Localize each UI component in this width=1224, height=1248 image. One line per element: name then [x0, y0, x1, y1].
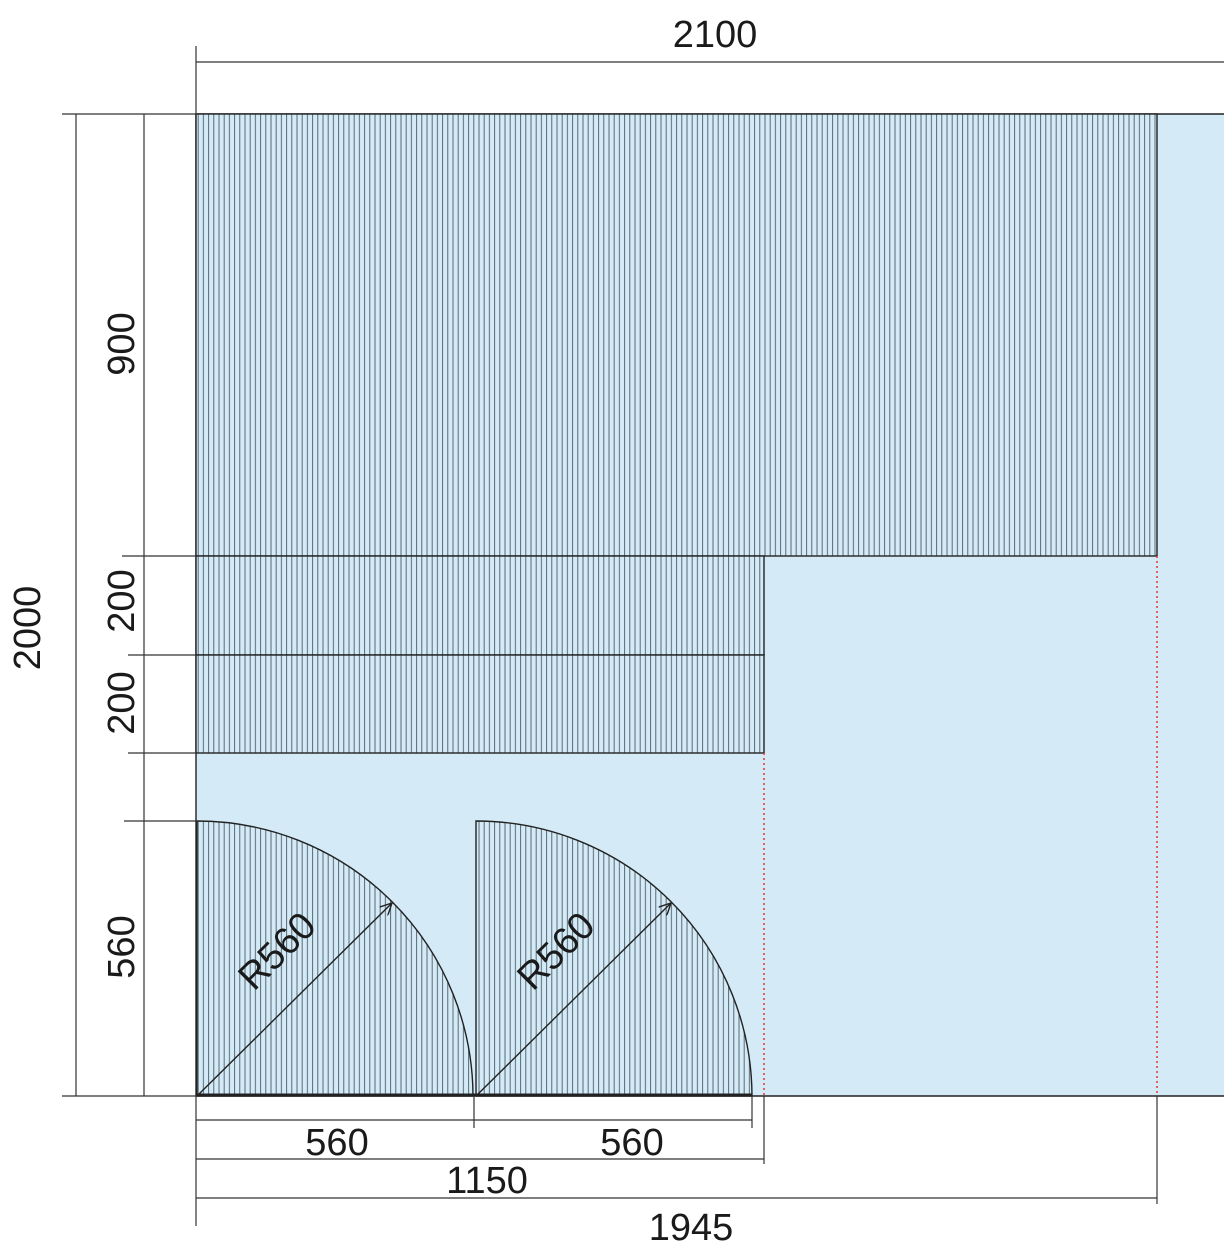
- top-panel: [195, 113, 1158, 557]
- radius-arrow-2: [475, 903, 671, 1097]
- dim-quarter-circle-height: 560: [101, 915, 143, 978]
- dim-quarter-circle-2-width: 560: [600, 1122, 663, 1164]
- dim-quarter-circle-1-width: 560: [305, 1122, 368, 1164]
- dim-strips-width: 1150: [446, 1160, 528, 1202]
- strip-2: [195, 654, 765, 754]
- strip-1: [195, 555, 765, 656]
- dim-total-height: 2000: [7, 586, 49, 671]
- radius-arrow-1: [196, 903, 392, 1097]
- dim-strip-1-height: 200: [101, 569, 143, 632]
- dim-top-panel-width: 1945: [649, 1207, 734, 1248]
- dim-total-width: 2100: [673, 14, 758, 56]
- dim-top-panel-height: 900: [101, 312, 143, 375]
- dim-strip-2-height: 200: [101, 671, 143, 734]
